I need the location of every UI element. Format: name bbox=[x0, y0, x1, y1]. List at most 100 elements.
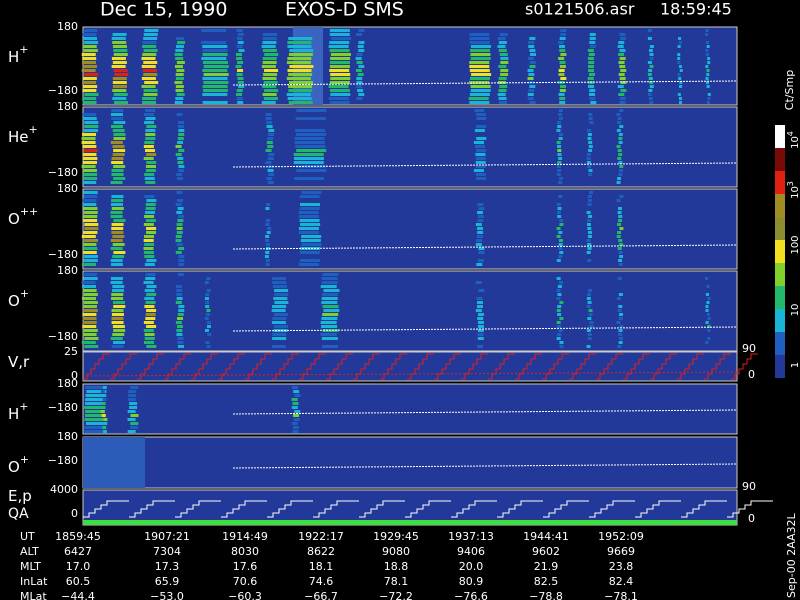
spectrogram-cell bbox=[83, 173, 98, 176]
spectrogram-cell bbox=[294, 394, 301, 397]
spectrogram-cell bbox=[82, 57, 97, 60]
spectrogram-cell bbox=[144, 243, 155, 246]
spectrogram-cell bbox=[559, 65, 566, 68]
spectrogram-cell bbox=[175, 89, 184, 92]
row-value: −76.6 bbox=[454, 590, 488, 600]
spectrogram-cell bbox=[145, 133, 156, 136]
spectrogram-cell bbox=[128, 390, 137, 393]
spectrogram-cell bbox=[82, 325, 97, 328]
spectrogram-cell bbox=[616, 297, 621, 300]
spectrogram-cell bbox=[141, 85, 156, 88]
spectrogram-cell bbox=[110, 113, 123, 116]
right-axis-bottom-label: 0 bbox=[748, 368, 755, 381]
row-value: 82.4 bbox=[609, 575, 634, 588]
spectrogram-cell bbox=[273, 329, 288, 332]
spectrogram-cell bbox=[618, 137, 623, 140]
spectrogram-cell bbox=[559, 45, 566, 48]
spectrogram-cell bbox=[237, 77, 244, 80]
row-value: 18.1 bbox=[309, 560, 334, 573]
spectrogram-cell bbox=[707, 57, 711, 60]
spectrogram-cell bbox=[82, 113, 97, 116]
spectrogram-cell bbox=[556, 173, 561, 176]
spectrogram-cell bbox=[499, 85, 508, 88]
spectrogram-cell bbox=[110, 247, 123, 250]
spectrogram-cell bbox=[648, 77, 653, 80]
panel-label: O++ bbox=[8, 205, 38, 228]
spectrogram-cell bbox=[556, 165, 561, 168]
spectrogram-cell bbox=[321, 325, 338, 328]
spectrogram-cell bbox=[177, 41, 186, 44]
spectrogram-cell bbox=[587, 243, 592, 246]
spectrogram-cell bbox=[177, 141, 184, 144]
spectrogram-cell bbox=[274, 293, 289, 296]
spectrogram-cell bbox=[267, 181, 274, 184]
spectrogram-cell bbox=[83, 273, 98, 276]
spectrogram-cell bbox=[619, 255, 624, 258]
row-value: 9406 bbox=[457, 545, 485, 558]
spectrogram-cell bbox=[559, 317, 564, 320]
plot-area bbox=[82, 436, 738, 489]
spectrogram-cell bbox=[144, 149, 155, 152]
spectrogram-cell bbox=[475, 157, 486, 160]
spectrogram-cell bbox=[236, 45, 243, 48]
spectrogram-cell bbox=[145, 165, 156, 168]
spectrogram-cell bbox=[114, 101, 129, 104]
spectrogram-cell bbox=[111, 109, 124, 112]
spectrogram-cell bbox=[557, 313, 562, 316]
spectrogram-cell bbox=[145, 313, 156, 316]
spectrogram-cell bbox=[175, 77, 184, 80]
spectrogram-cell bbox=[619, 325, 624, 328]
spectrogram-cell bbox=[586, 329, 591, 332]
spectrogram-cell bbox=[587, 195, 592, 198]
spectrogram-cell bbox=[617, 211, 622, 214]
spectrogram-cell bbox=[111, 293, 124, 296]
axis-bottom-label: −180 bbox=[48, 330, 78, 343]
spectrogram-cell bbox=[143, 89, 158, 92]
spectrogram-cell bbox=[102, 394, 107, 397]
spectrogram-cell bbox=[707, 97, 711, 100]
spectrogram-cell bbox=[262, 49, 277, 52]
spectrogram-cell bbox=[86, 390, 107, 393]
spectrogram-cell bbox=[559, 89, 566, 92]
spectrogram-cell bbox=[529, 37, 536, 40]
spectrogram-cell bbox=[145, 219, 156, 222]
spectrogram-cell bbox=[328, 85, 349, 88]
panel-label-sup: + bbox=[19, 400, 28, 413]
spectrogram-cell bbox=[556, 277, 561, 280]
panel-label: He+ bbox=[8, 123, 38, 146]
spectrogram-cell bbox=[177, 177, 184, 180]
spectrogram-cell bbox=[175, 239, 182, 242]
spectrogram-cell bbox=[111, 157, 124, 160]
spectrogram-cell bbox=[478, 289, 485, 292]
row-value: 7304 bbox=[153, 545, 181, 558]
spectrogram-cell bbox=[679, 69, 683, 72]
spectrogram-cell bbox=[707, 325, 711, 328]
spectrogram-cell bbox=[81, 61, 96, 64]
spectrogram-cell bbox=[82, 321, 97, 324]
spectrogram-cell bbox=[475, 165, 486, 168]
spectrogram-cell bbox=[587, 133, 592, 136]
spectrogram-cell bbox=[295, 129, 326, 132]
spectrogram-cell bbox=[296, 169, 327, 172]
spectrogram-cell bbox=[618, 53, 625, 56]
spectrogram-cell bbox=[102, 426, 107, 429]
spectrogram-cell bbox=[475, 223, 482, 226]
row-value: 1929:45 bbox=[373, 530, 419, 543]
spectrogram-cell bbox=[559, 97, 566, 100]
spectrogram-cell bbox=[264, 69, 279, 72]
spectrogram-cell bbox=[287, 41, 312, 44]
spectrogram-cell bbox=[204, 297, 209, 300]
spectrogram-cell bbox=[111, 57, 126, 60]
spectrogram-cell bbox=[477, 227, 484, 230]
spectrogram-cell bbox=[83, 85, 98, 88]
row-value: 1907:21 bbox=[144, 530, 190, 543]
row-value: −78.8 bbox=[529, 590, 563, 600]
spectrogram-cell bbox=[83, 211, 98, 214]
spectrogram-cell bbox=[558, 93, 565, 96]
spectrogram-cell bbox=[618, 153, 623, 156]
spectrogram-cell bbox=[589, 37, 596, 40]
spectrogram-cell bbox=[647, 37, 652, 40]
spectrogram-cell bbox=[175, 203, 182, 206]
spectrogram-cell bbox=[110, 277, 123, 280]
spectrogram-cell bbox=[560, 77, 567, 80]
